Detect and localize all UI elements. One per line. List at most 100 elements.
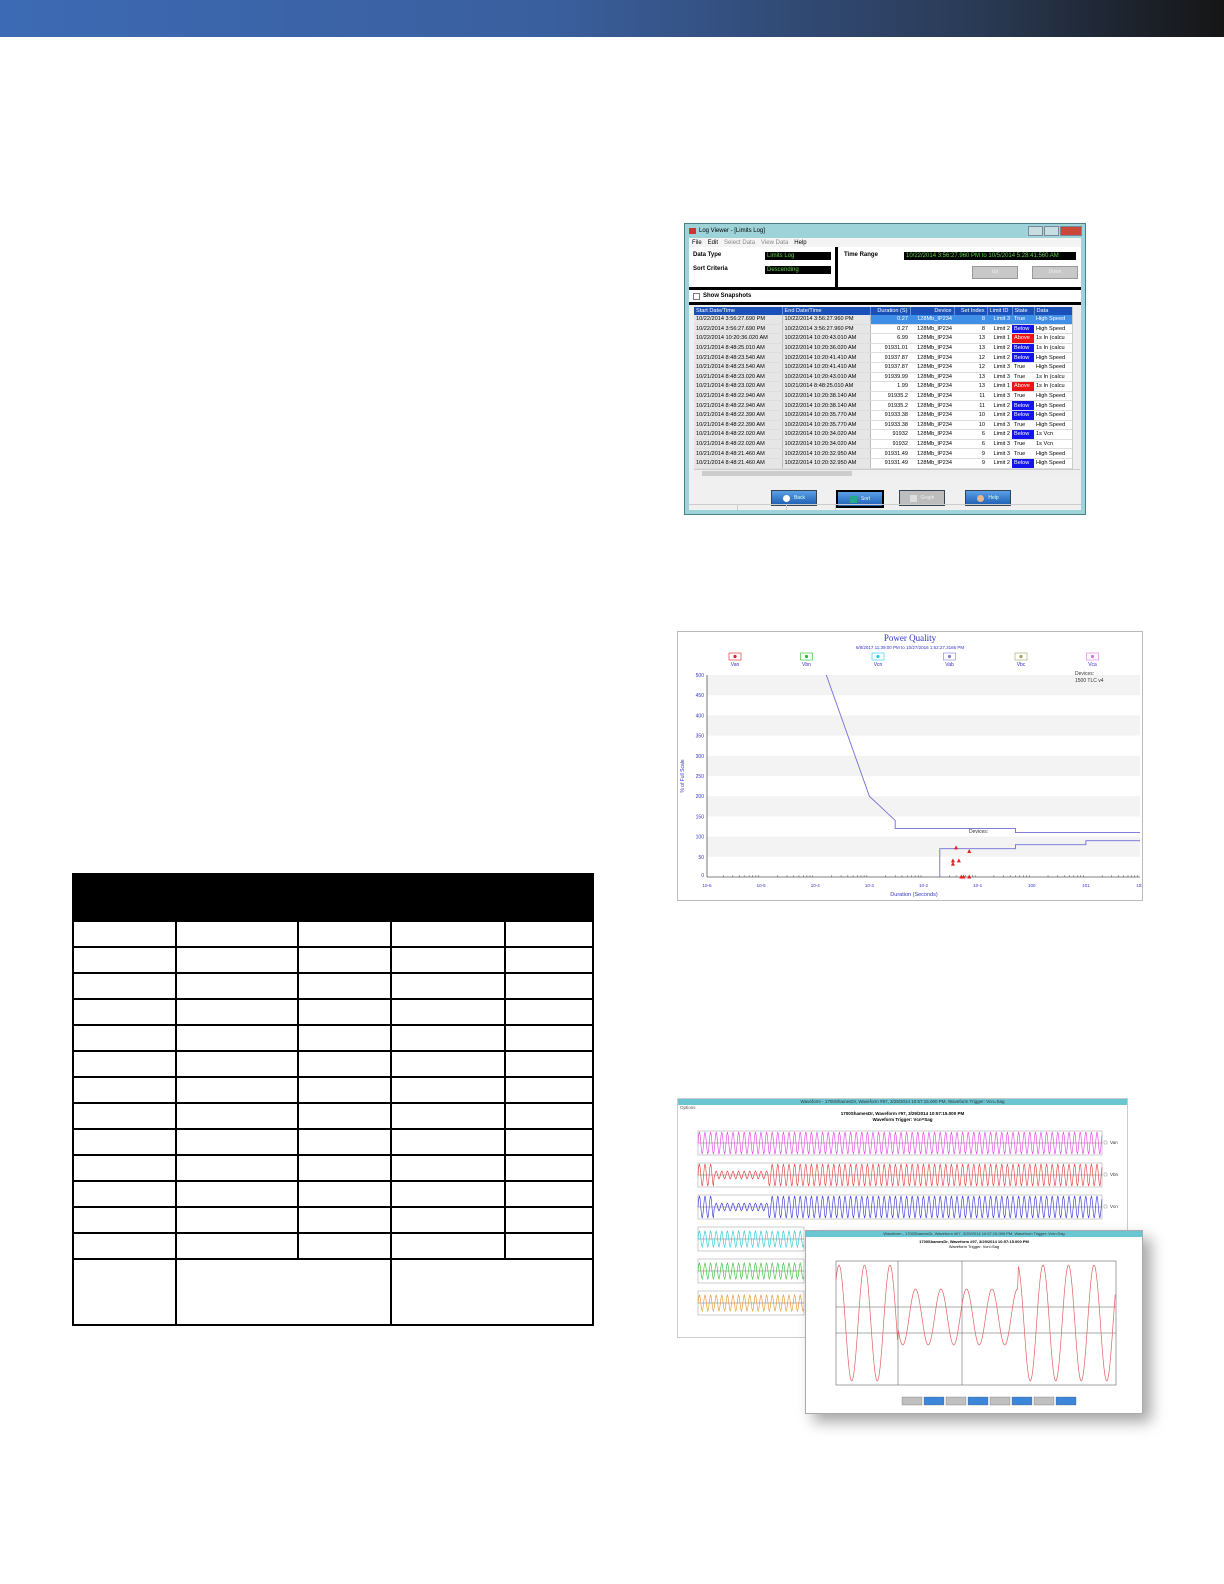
maximize-button[interactable] [1044, 226, 1059, 236]
window-title: Log Viewer - [Limits Log] [699, 228, 765, 234]
y-tick-label: 0 [701, 873, 704, 879]
table-row[interactable]: 10/21/2014 8:48:23.540 AM 10/22/2014 10:2… [694, 352, 1073, 363]
table-cell: 91932 [870, 429, 910, 440]
menu-view-data[interactable]: View Data [761, 239, 789, 246]
y-tick-label: 450 [696, 693, 705, 699]
legend-marker-circle [1086, 652, 1099, 661]
table-row[interactable]: 10/21/2014 8:48:22.390 AM 10/22/2014 10:2… [694, 410, 1073, 421]
legend-icon [876, 654, 880, 659]
data-type-field[interactable]: Limits Log [765, 252, 831, 260]
toolbar-button[interactable] [901, 1396, 923, 1406]
table-row[interactable]: 10/21/2014 8:48:23.020 AM 10/21/2014 8:48… [694, 381, 1073, 392]
table-row[interactable]: 10/22/2014 10:20:36.020 AM 10/22/2014 10:… [694, 333, 1073, 344]
table-cell [389, 920, 507, 948]
close-button[interactable] [1060, 226, 1082, 236]
table-cell: High Speed [1034, 362, 1073, 373]
menu-select-data[interactable]: Select Data [724, 239, 756, 246]
table-row[interactable]: 10/21/2014 8:48:22.940 AM 10/22/2014 10:2… [694, 400, 1073, 411]
table-row[interactable]: 10/21/2014 8:48:25.010 AM 10/22/2014 10:2… [694, 343, 1073, 354]
table-row[interactable]: 10/21/2014 8:48:22.390 AM 10/22/2014 10:2… [694, 420, 1073, 431]
van-point [967, 874, 972, 879]
horizontal-scrollbar[interactable] [694, 469, 1080, 477]
toolbar-button[interactable] [989, 1396, 1011, 1406]
column-header[interactable]: Limit ID [987, 307, 1013, 315]
vertical-scrollbar[interactable] [1072, 307, 1080, 477]
table-cell [389, 1180, 507, 1208]
x-tick-label: 10-6 [702, 883, 712, 888]
app-icon [689, 228, 696, 234]
channel-label: Vbn [1110, 1172, 1119, 1177]
table-cell: 10/21/2014 8:48:21.460 AM [694, 448, 783, 459]
x-tick-label: 10-3 [865, 883, 875, 888]
column-header[interactable]: End Date/Time [782, 307, 871, 315]
table-cell [296, 1102, 392, 1130]
table-cell [504, 1180, 594, 1208]
column-header[interactable]: Device [910, 307, 955, 315]
table-cell [174, 1154, 299, 1182]
table-cell: 10/21/2014 8:48:22.940 AM [694, 400, 783, 411]
menu-file[interactable]: File [692, 239, 702, 246]
back-button[interactable]: Back [771, 490, 817, 506]
table-cell: 10 [954, 420, 987, 431]
sort-button[interactable]: Sort [836, 490, 884, 508]
down-button[interactable]: Down [1032, 266, 1078, 279]
legend-icon [947, 654, 952, 659]
table-cell: Below [1012, 400, 1034, 411]
time-range-field[interactable]: 10/22/2014 3:56:27.960 PM to 10/5/2014 5… [904, 252, 1076, 260]
table-row[interactable]: 10/21/2014 8:48:23.020 AM 10/22/2014 10:2… [694, 372, 1073, 383]
toolbar-button[interactable] [945, 1396, 967, 1406]
waveform-heading: 1700ShamesDr, Waveform #97, 3/29/2014 10… [840, 1111, 965, 1116]
table-cell: 128Mb_IP234 [910, 458, 954, 469]
table-cell: 91931.49 [870, 458, 910, 469]
table-row[interactable]: 10/22/2014 3:56:27.690 PM 10/22/2014 3:56… [694, 315, 1073, 325]
menu-help[interactable]: Help [794, 239, 807, 246]
menu-edit[interactable]: Edit [707, 239, 719, 246]
column-header[interactable]: Start Date/Time [694, 307, 783, 315]
up-button[interactable]: Up [972, 266, 1018, 279]
zoom-trace [835, 1264, 1116, 1382]
table-row[interactable]: 10/21/2014 8:48:22.940 AM 10/22/2014 10:2… [694, 391, 1073, 402]
table-cell [296, 1128, 392, 1156]
toolbar-button[interactable] [967, 1396, 989, 1406]
table-cell: 10/22/2014 10:20:35.770 AM [782, 420, 871, 431]
table-row[interactable]: 10/21/2014 8:48:21.460 AM 10/22/2014 10:2… [694, 448, 1073, 459]
column-header[interactable]: Data [1034, 307, 1074, 315]
help-button[interactable]: Help [965, 490, 1011, 506]
minimize-button[interactable] [1028, 226, 1043, 236]
table-cell: High Speed [1034, 458, 1073, 469]
table-cell [296, 1154, 392, 1182]
table-cell [174, 972, 299, 1000]
options-menu[interactable]: Options [680, 1105, 696, 1110]
table-cell: 1s Vcn [1034, 429, 1073, 440]
table-row[interactable]: 10/21/2014 8:48:22.020 AM 10/22/2014 10:2… [694, 429, 1073, 440]
toolbar-button[interactable] [1011, 1396, 1033, 1406]
toolbar-button[interactable] [923, 1396, 945, 1406]
table-cell [389, 1024, 507, 1052]
table-row [72, 1050, 594, 1078]
legend-marker-triangle-down [871, 652, 885, 661]
table-row[interactable]: 10/22/2014 3:56:27.690 PM 10/22/2014 3:56… [694, 324, 1073, 335]
column-header[interactable]: Set Index [954, 307, 988, 315]
sort-criteria-label: Sort Criteria [693, 266, 728, 272]
sort-criteria-field[interactable]: Descending [765, 266, 831, 274]
table-cell: 10/22/2014 10:20:43.010 AM [782, 333, 871, 344]
table-cell [504, 1102, 594, 1130]
show-snapshots-checkbox[interactable]: Show Snapshots [689, 290, 1081, 305]
grid-band [707, 675, 1140, 696]
x-tick-label: 101 [1082, 883, 1090, 888]
column-header[interactable]: State [1012, 307, 1035, 315]
table-row[interactable]: 10/21/2014 8:48:23.540 AM 10/22/2014 10:2… [694, 362, 1073, 373]
column-header[interactable]: Duration (S) [870, 307, 911, 315]
y-tick-label: 350 [696, 734, 705, 740]
table-cell [389, 1128, 507, 1156]
table-cell: 10/22/2014 10:20:34.020 AM [782, 439, 871, 450]
table-row[interactable]: 10/21/2014 8:48:21.460 AM 10/22/2014 10:2… [694, 458, 1073, 469]
table-cell: 10/22/2014 10:20:38.140 AM [782, 400, 871, 411]
toolbar-button[interactable] [1055, 1396, 1077, 1406]
table-cell [504, 998, 594, 1026]
table-cell: 10/22/2014 10:20:32.950 AM [782, 448, 871, 459]
table-cell: 91937.87 [870, 362, 910, 373]
graph-button[interactable]: Graph [899, 490, 945, 506]
table-row[interactable]: 10/21/2014 8:48:22.020 AM 10/22/2014 10:2… [694, 439, 1073, 450]
toolbar-button[interactable] [1033, 1396, 1055, 1406]
